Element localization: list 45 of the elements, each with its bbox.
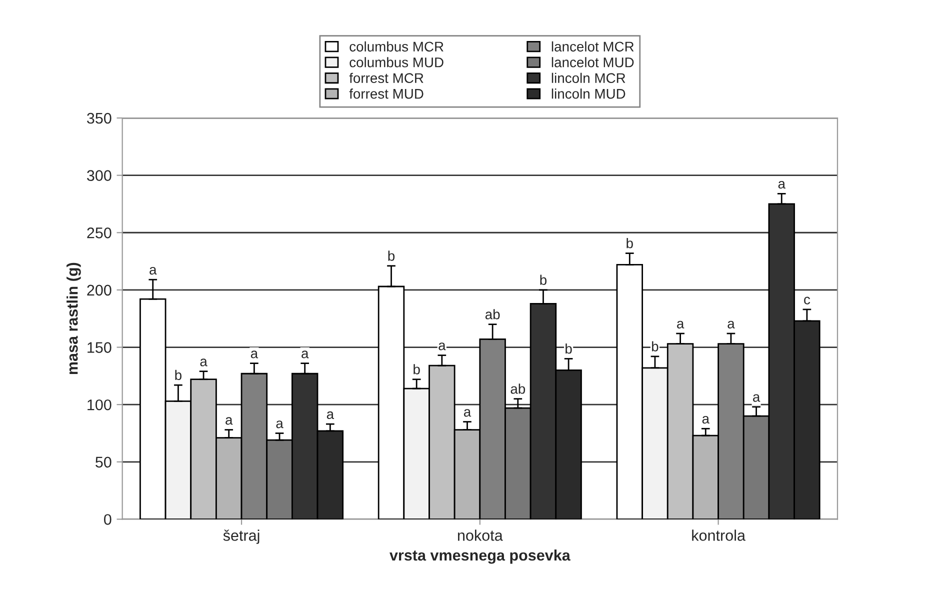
y-tick-label: 350 xyxy=(87,112,112,124)
legend-label: lincoln MCR xyxy=(552,72,626,84)
data-label: b xyxy=(566,343,572,354)
data-label: a xyxy=(753,394,760,402)
data-label: a xyxy=(200,358,208,366)
legend-label: lancelot MUD xyxy=(552,57,634,68)
legend-label: forrest MCR xyxy=(349,72,424,84)
y-tick-label: 100 xyxy=(88,399,112,410)
data-label: b xyxy=(175,370,182,380)
data-label: c xyxy=(804,296,810,304)
data-label: a xyxy=(438,342,446,350)
legend-label: columbus MUD xyxy=(350,57,444,68)
x-axis-title: vrsta vmesnega posevka xyxy=(390,549,570,564)
data-label: b xyxy=(388,250,395,261)
data-label: a xyxy=(302,350,309,358)
data-label: a xyxy=(464,409,472,417)
data-label: a xyxy=(276,420,284,428)
legend-label: lancelot MCR xyxy=(552,41,634,52)
y-tick-label: 0 xyxy=(104,514,112,525)
y-tick-label: 50 xyxy=(96,456,112,468)
data-label: a xyxy=(702,416,710,424)
data-label: b xyxy=(540,274,547,285)
y-tick-label: 250 xyxy=(87,227,112,238)
data-label: ab xyxy=(510,384,526,394)
data-label: a xyxy=(150,266,157,275)
y-axis-title: masa rastlin (g) xyxy=(66,262,81,374)
legend-label: columbus MCR xyxy=(350,41,444,52)
y-tick-label: 200 xyxy=(87,284,112,296)
x-tick-label: nokota xyxy=(458,530,503,541)
data-label: b xyxy=(414,364,420,374)
data-label: ab xyxy=(485,309,500,320)
y-tick-label: 150 xyxy=(88,342,112,353)
data-label: a xyxy=(326,411,334,420)
data-label: b xyxy=(626,238,633,248)
data-label: a xyxy=(250,350,258,358)
data-label: a xyxy=(778,181,786,189)
y-tick-label: 300 xyxy=(87,170,112,181)
x-tick-label: šetraj xyxy=(223,530,260,544)
legend-label: lincoln MUD xyxy=(552,88,626,99)
data-label: a xyxy=(226,417,233,425)
data-label: a xyxy=(728,320,735,328)
data-label: a xyxy=(677,320,684,328)
x-tick-label: kontrola xyxy=(692,530,746,541)
data-label: b xyxy=(652,341,658,352)
legend-label: forrest MUD xyxy=(349,88,424,99)
